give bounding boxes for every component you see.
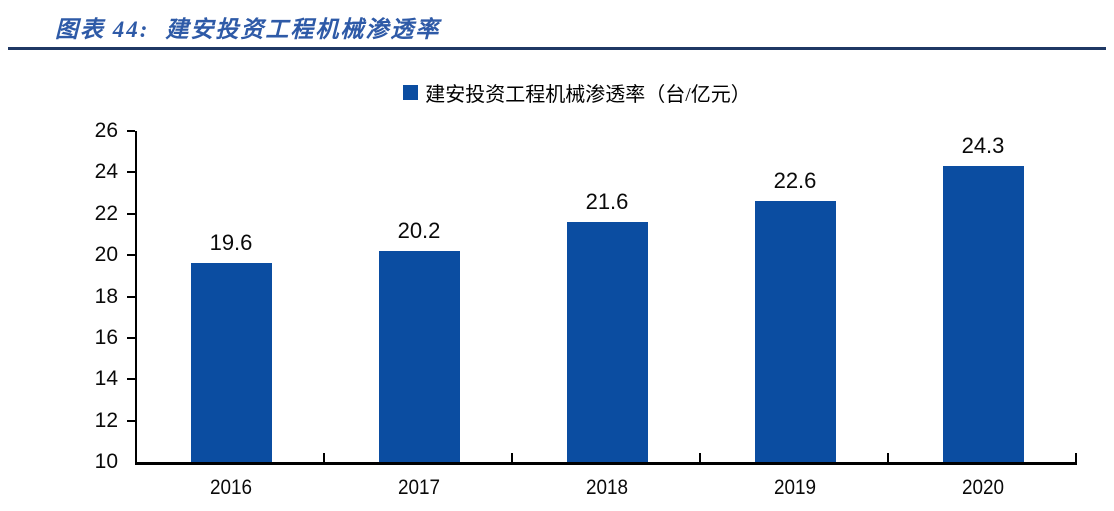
y-axis-label: 26 (94, 119, 118, 142)
x-axis-label: 2016 (209, 476, 253, 499)
y-axis-label: 14 (94, 367, 118, 391)
y-axis-label: 10 (94, 450, 118, 473)
chart-legend: 建安投资工程机械渗透率（台/亿元） (0, 78, 1114, 107)
y-axis-label: 20 (94, 243, 118, 267)
bar-value-label: 20.2 (397, 218, 441, 243)
legend-item: 建安投资工程机械渗透率（台/亿元） (403, 78, 751, 107)
x-axis-tick (699, 453, 701, 462)
bar-value-label: 21.6 (585, 189, 629, 215)
y-axis-label: 18 (94, 284, 118, 308)
y-axis-tick (127, 171, 135, 174)
y-axis-label: 24 (94, 160, 118, 184)
bar-2017 (378, 251, 460, 462)
figure-caption: 图表 44: 建安投资工程机械渗透率 (55, 10, 440, 44)
bar-value-label: 24.3 (961, 133, 1005, 159)
y-axis-tick (127, 378, 135, 381)
bar-value-label: 19.6 (209, 230, 253, 256)
plot-area: 10 12 14 16 18 20 22 24 26 19.6 2016 20.2 2017 21.6 20… (95, 120, 1077, 499)
bar-2018 (566, 222, 648, 462)
x-axis-tick (1075, 453, 1077, 462)
x-axis-label: 2019 (773, 476, 817, 499)
bar-2016 (190, 263, 272, 462)
x-axis-tick (511, 453, 513, 462)
y-axis-tick (127, 295, 135, 298)
y-axis-tick (127, 254, 135, 257)
bar-value-label: 22.6 (773, 168, 817, 194)
y-axis-tick (127, 212, 135, 215)
y-axis-tick (127, 419, 135, 422)
bar-2020 (942, 166, 1024, 462)
y-axis-label: 12 (94, 408, 118, 432)
figure-title: 建安投资工程机械渗透率 (165, 17, 441, 42)
legend-swatch (403, 85, 419, 100)
x-axis-tick (323, 453, 325, 462)
legend-label: 建安投资工程机械渗透率（台/亿元） (425, 84, 751, 106)
x-axis-label: 2017 (397, 476, 441, 499)
title-divider (8, 47, 1106, 50)
y-axis-tick (127, 130, 135, 132)
y-axis-label: 16 (94, 325, 118, 349)
x-axis-label: 2018 (585, 476, 629, 499)
figure-number-label: 图表 44: (55, 17, 150, 42)
x-axis-tick (887, 453, 889, 462)
y-axis-tick (127, 336, 135, 339)
y-axis-label: 22 (94, 201, 118, 225)
bar-2019 (754, 201, 836, 462)
x-axis-label: 2020 (961, 476, 1005, 499)
